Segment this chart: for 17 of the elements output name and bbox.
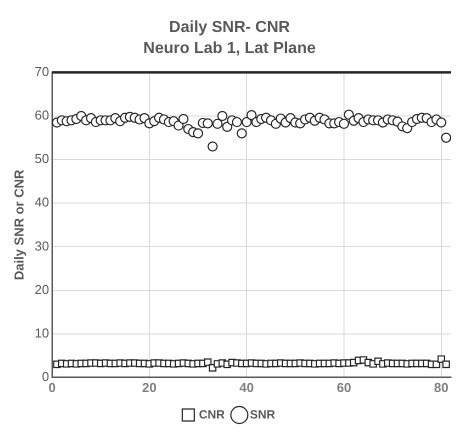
legend-label: CNR [198, 407, 226, 422]
x-tick-label: 20 [142, 380, 157, 395]
x-tick-label: 60 [336, 380, 352, 395]
x-tick-label: 40 [239, 380, 254, 395]
y-tick-label: 50 [34, 151, 50, 166]
chart-title: Daily SNR- CNR [169, 19, 290, 36]
y-tick-label: 10 [34, 325, 50, 340]
chart-subtitle: Neuro Lab 1, Lat Plane [143, 40, 316, 58]
y-tick-label: 0 [42, 368, 50, 384]
y-tick-label: 60 [34, 108, 50, 123]
y-tick-label: 70 [34, 64, 50, 79]
y-axis-title: Daily SNR or CNR [11, 169, 26, 280]
x-tick-label: 80 [434, 380, 449, 395]
y-tick-label: 40 [34, 194, 50, 210]
legend-label: SNR [250, 407, 276, 422]
y-tick-label: 30 [34, 238, 50, 254]
y-tick-label: 20 [34, 282, 50, 297]
